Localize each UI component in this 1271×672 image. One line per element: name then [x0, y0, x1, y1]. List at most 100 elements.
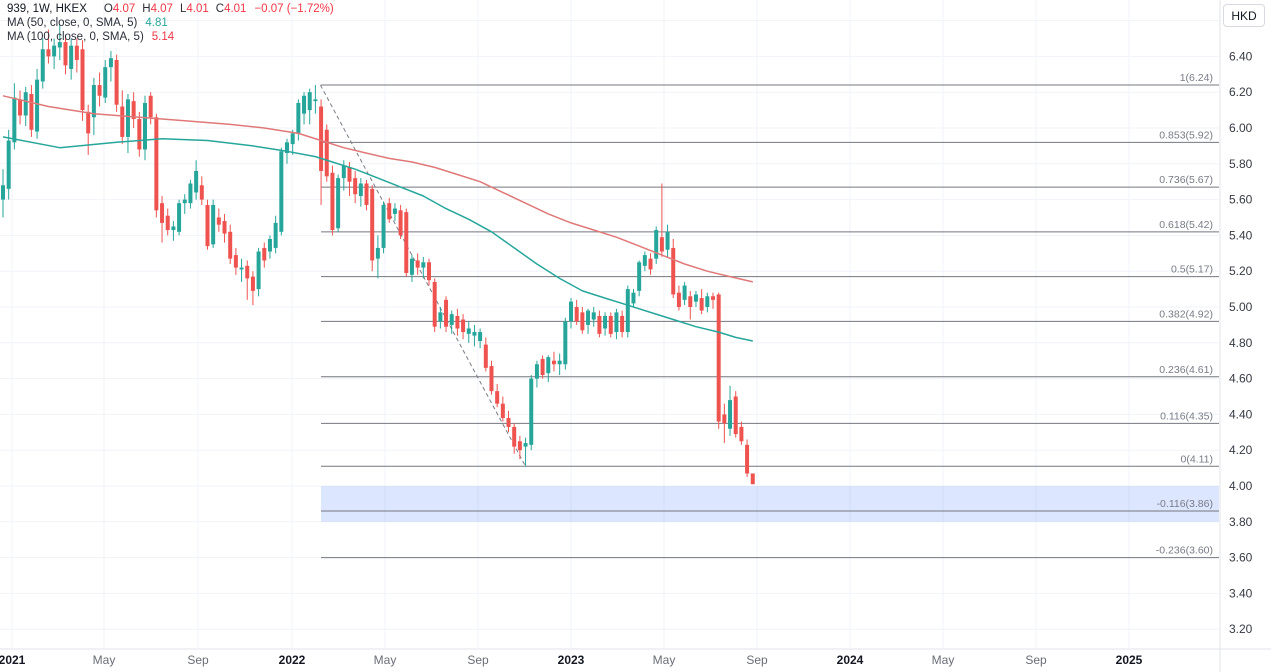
candle-body	[529, 378, 534, 445]
candle-body	[188, 183, 193, 204]
candle-body	[313, 99, 318, 102]
candle-body	[711, 296, 715, 300]
ma100-value: 5.14	[151, 31, 175, 43]
candle-body	[52, 45, 57, 57]
price-tick-label: 3.80	[1229, 515, 1253, 529]
candle-body	[449, 314, 454, 325]
price-tick-label: 4.60	[1229, 372, 1253, 386]
candle-body	[631, 292, 636, 304]
candle-body	[648, 258, 653, 270]
candle-body	[716, 294, 721, 422]
fib-level-label: 0.116(4.35)	[1160, 410, 1213, 422]
candle-body	[591, 312, 596, 320]
candle-body	[137, 119, 142, 150]
candle-body	[625, 289, 630, 333]
candle-body	[676, 292, 681, 307]
candle-body	[199, 185, 204, 200]
candle-body	[603, 315, 608, 329]
candle-body	[341, 165, 346, 179]
ma50-label: MA (50, close, 0, SMA, 5)	[7, 17, 138, 29]
candle-body	[319, 106, 324, 171]
candle-body	[739, 426, 744, 442]
fib-level-label: 0.618(5.42)	[1159, 219, 1213, 231]
candle-body	[421, 262, 426, 268]
price-tick-label: 6.00	[1229, 121, 1253, 135]
candle-body	[370, 188, 375, 261]
price-axis[interactable]: 6.40 6.20 6.00 5.80 5.60 5.40 5.20 5.00 4.80 4.60…	[1229, 49, 1253, 636]
candle-body	[483, 344, 488, 368]
candle-body	[74, 45, 79, 60]
candle-body	[432, 281, 437, 327]
candle-body	[614, 312, 619, 333]
price-tick-label: 5.80	[1229, 157, 1253, 171]
candle-body	[461, 319, 466, 333]
fib-level-label: 0.5(5.17)	[1171, 264, 1213, 276]
price-tick-label: 3.60	[1229, 551, 1253, 565]
symbol-title[interactable]: 939, 1W, HKEX	[7, 3, 87, 15]
candle-body	[211, 204, 216, 245]
fib-retracement-drawing[interactable]: 1(6.24) 0.853(5.92) 0.736(5.67) 0.618(5.42)…	[321, 72, 1219, 559]
time-axis[interactable]: 2021 May Sep 2022 May Sep 2023 May Sep 2024 May Sep…	[0, 653, 1143, 667]
price-tick-label: 3.40	[1229, 586, 1253, 600]
time-tick-label: Sep	[1025, 653, 1047, 667]
price-tick-label: 5.20	[1229, 264, 1253, 278]
ma50-legend-row[interactable]: MA (50, close, 0, SMA, 5) 4.81	[7, 16, 334, 30]
price-tick-label: 4.80	[1229, 336, 1253, 350]
ma100-legend-row[interactable]: MA (100, close, 0, SMA, 5) 5.14	[7, 30, 334, 44]
candle-body	[302, 95, 307, 114]
candle-body	[239, 267, 244, 270]
candle-body	[285, 142, 289, 154]
candle-body	[228, 231, 233, 259]
candle-body	[35, 79, 40, 132]
price-tick-label: 5.40	[1229, 228, 1253, 242]
candle-body	[745, 444, 750, 474]
fib-level-label: 0(4.11)	[1181, 453, 1214, 465]
open-value: 4.07	[112, 3, 136, 15]
ma100-line[interactable]	[2, 95, 753, 283]
candle-body	[279, 151, 284, 232]
time-tick-label: 2022	[279, 653, 306, 667]
candle-body	[733, 396, 738, 435]
currency-unit-button[interactable]: HKD	[1223, 4, 1265, 27]
candle-body	[398, 210, 403, 236]
ma100-label: MA (100, close, 0, SMA, 5)	[7, 31, 144, 43]
price-tick-label: 6.40	[1229, 49, 1253, 63]
ma50-line[interactable]	[2, 136, 753, 342]
candle-body	[642, 255, 647, 266]
fib-level-label: 0.382(4.92)	[1159, 308, 1213, 320]
candle-body	[143, 102, 147, 150]
candle-body	[495, 391, 500, 404]
candles	[1, 24, 755, 485]
time-tick-label: Sep	[467, 653, 489, 667]
candle-body	[194, 170, 199, 193]
candle-body	[375, 247, 380, 259]
candle-body	[12, 97, 17, 143]
candle-body	[120, 106, 125, 137]
candle-body	[569, 301, 573, 322]
candle-body	[381, 204, 386, 248]
trendline[interactable]	[319, 84, 527, 467]
candle-body	[438, 312, 443, 322]
candle-body	[557, 360, 562, 365]
price-tick-label: 6.20	[1229, 85, 1253, 99]
candle-body	[91, 85, 96, 118]
candle-body	[750, 473, 755, 485]
candle-body	[364, 183, 369, 205]
candle-body	[296, 102, 301, 134]
high-value: 4.07	[150, 3, 173, 15]
fib-level-label: 0.736(5.67)	[1159, 174, 1213, 186]
candle-body	[171, 226, 176, 231]
candle-body	[608, 315, 613, 334]
price-tick-label: 4.00	[1229, 479, 1253, 493]
fib-highlight-band	[321, 486, 1219, 522]
candle-body	[1, 185, 5, 200]
fib-level-label: 0.236(4.61)	[1159, 364, 1213, 376]
fib-level-label: -0.236(3.60)	[1156, 545, 1213, 557]
time-tick-label: 2025	[1116, 653, 1143, 667]
fib-level-label: -0.116(3.86)	[1157, 498, 1213, 510]
time-tick-label: 2024	[837, 653, 864, 667]
candle-body	[523, 443, 528, 447]
candle-body	[86, 111, 91, 134]
symbol-ohlc-row: 939, 1W, HKEX O4.07 H4.07 L4.01 C4.01 −0.07 (…	[7, 2, 334, 16]
